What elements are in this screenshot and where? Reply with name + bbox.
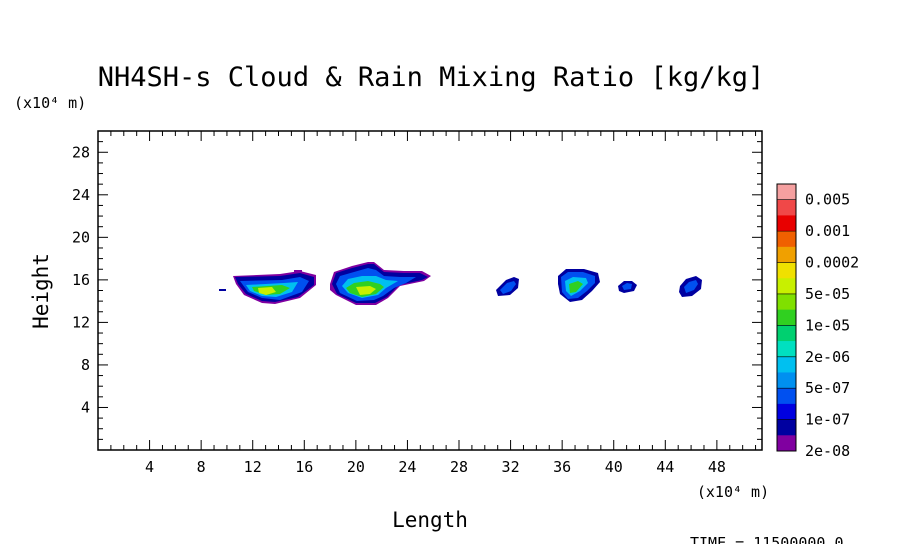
x-unit-label: (x10⁴ m) (697, 483, 769, 501)
colorbar-swatch (777, 419, 796, 436)
cloud-x12 (219, 270, 316, 304)
colorbar-swatch (777, 262, 796, 279)
cloud-x45-blue (684, 280, 698, 293)
y-axis-label: Height (29, 253, 53, 329)
colorbar-swatch (777, 325, 796, 342)
time-footer: TIME = 11500000.0 (690, 534, 844, 544)
colorbar-swatch (777, 246, 796, 264)
colorbar-swatch (777, 435, 796, 452)
cloud-x41-blue (622, 283, 632, 290)
y-unit-label: (x10⁴ m) (14, 94, 86, 112)
colorbar: 0.005 0.001 0.0002 5e-05 1e-05 2e-06 5e-07 1e-0… (776, 183, 859, 460)
y-tick-label: 12 (72, 313, 90, 331)
colorbar-swatch (777, 341, 796, 358)
colorbar-label: 0.005 (805, 191, 850, 209)
x-tick-label: 36 (553, 458, 571, 476)
cloud-x12-speck (219, 289, 226, 291)
x-tick-label: 16 (295, 458, 313, 476)
y-tick-label: 8 (81, 356, 90, 374)
cloud-x37-green (569, 281, 583, 293)
colorbar-label: 1e-07 (805, 411, 850, 429)
cloud-x21 (330, 262, 431, 305)
colorbar-swatch (777, 356, 796, 373)
y-axis-ticks: 4 8 12 16 20 24 28 (72, 141, 762, 440)
chart-title: NH4SH-s Cloud & Rain Mixing Ratio [kg/kg… (98, 62, 764, 93)
cloud-x32-blue (500, 281, 516, 294)
colorbar-swatch (777, 403, 796, 421)
colorbar-label: 1e-05 (805, 316, 850, 334)
colorbar-swatch (777, 388, 796, 405)
colorbar-swatch (777, 215, 796, 232)
cloud-x12-yellowgreen (258, 287, 276, 295)
cloud-x32 (496, 277, 519, 296)
y-tick-label: 28 (72, 143, 90, 161)
x-tick-label: 40 (605, 458, 623, 476)
colorbar-label: 5e-07 (805, 379, 850, 397)
y-tick-label: 24 (72, 186, 90, 204)
colorbar-swatch (777, 309, 796, 326)
cloud-x45 (679, 276, 702, 297)
colorbar-label: 2e-06 (805, 348, 850, 366)
x-axis-ticks: 4 8 12 16 20 24 28 32 36 40 44 48 (110, 131, 757, 476)
x-tick-label: 48 (708, 458, 726, 476)
x-tick-label: 8 (197, 458, 206, 476)
colorbar-label: 0.001 (805, 222, 850, 240)
x-tick-label: 24 (398, 458, 416, 476)
x-axis-label: Length (392, 508, 468, 532)
colorbar-swatch (777, 293, 796, 311)
colorbar-label: 2e-08 (805, 442, 850, 460)
cloud-field (219, 262, 702, 305)
colorbar-swatch (777, 184, 796, 201)
colorbar-label: 5e-05 (805, 285, 850, 303)
colorbar-swatch (777, 372, 796, 389)
colorbar-swatch (777, 231, 796, 248)
y-tick-label: 4 (81, 398, 90, 416)
x-tick-label: 12 (244, 458, 262, 476)
y-tick-label: 16 (72, 271, 90, 289)
colorbar-swatch (777, 278, 796, 295)
x-tick-label: 32 (502, 458, 520, 476)
x-tick-label: 20 (347, 458, 365, 476)
cloud-x37 (558, 269, 600, 302)
cloud-x12-speck-2 (294, 270, 302, 273)
plot-frame (97, 130, 763, 451)
colorbar-swatch (777, 199, 796, 216)
x-tick-label: 44 (656, 458, 674, 476)
x-tick-label: 28 (450, 458, 468, 476)
cloud-x21-yellowgreen (356, 286, 376, 295)
cloud-x41 (618, 281, 637, 293)
y-tick-label: 20 (72, 228, 90, 246)
x-tick-label: 4 (145, 458, 154, 476)
colorbar-label: 0.0002 (805, 254, 859, 272)
